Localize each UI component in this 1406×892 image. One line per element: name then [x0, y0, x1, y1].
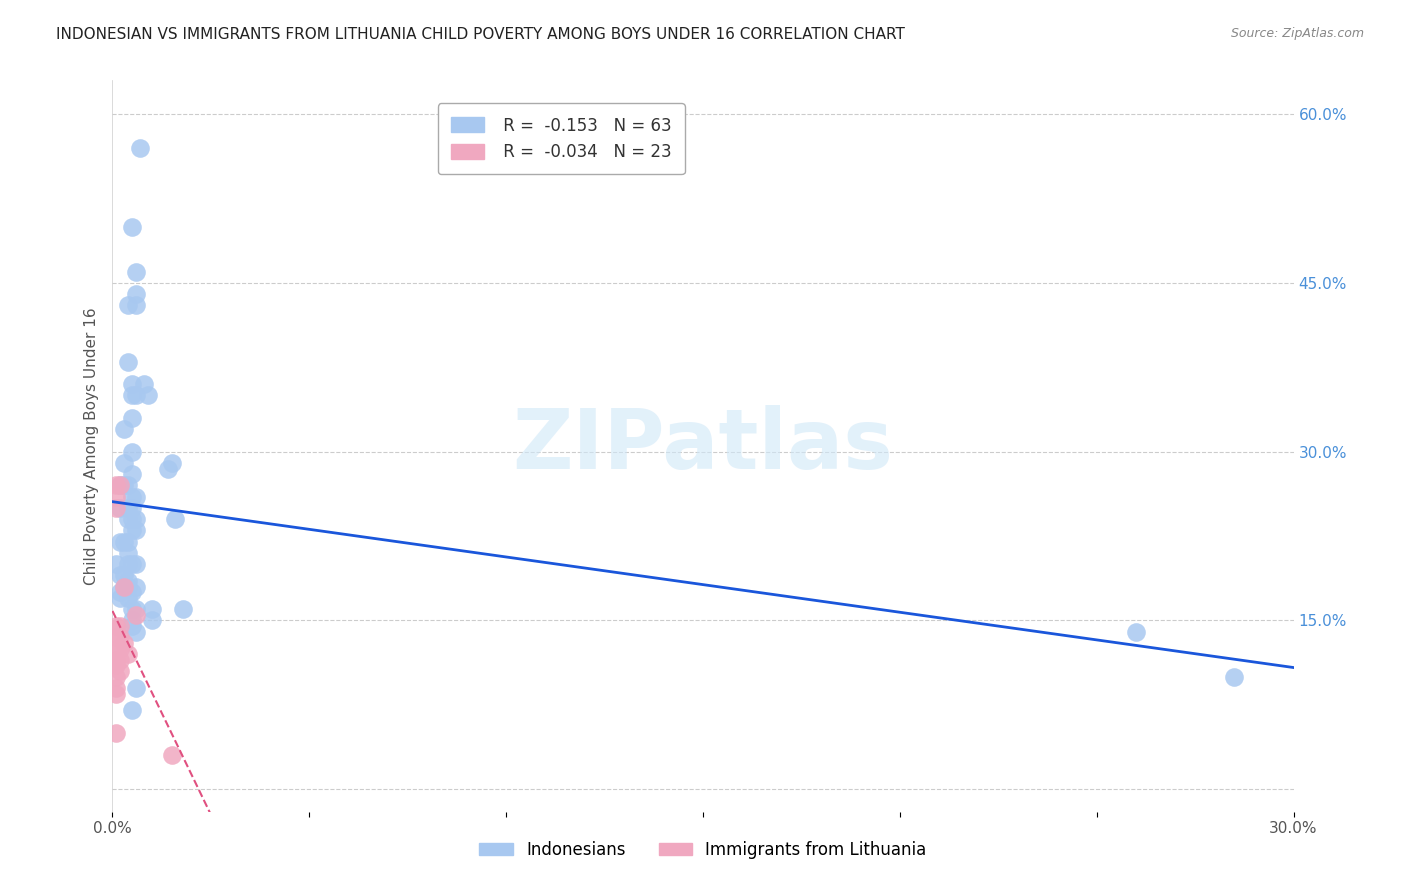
Point — [117, 298, 139, 312]
Point — [117, 557, 139, 571]
Point — [125, 580, 148, 594]
Point — [117, 478, 139, 492]
Point — [105, 653, 128, 667]
Point — [141, 614, 163, 628]
Point — [121, 219, 143, 234]
Point — [112, 636, 135, 650]
Point — [125, 624, 148, 639]
Point — [105, 500, 128, 515]
Point — [165, 512, 187, 526]
Point — [121, 602, 143, 616]
Point — [125, 490, 148, 504]
Point — [121, 619, 143, 633]
Point — [121, 524, 143, 538]
Point — [132, 377, 155, 392]
Point — [117, 591, 139, 605]
Point — [125, 607, 148, 622]
Point — [117, 574, 139, 588]
Point — [125, 298, 148, 312]
Point — [105, 726, 128, 740]
Point — [125, 602, 148, 616]
Point — [105, 619, 128, 633]
Point — [160, 456, 183, 470]
Point — [110, 630, 132, 644]
Point — [121, 585, 143, 599]
Point — [121, 614, 143, 628]
Point — [117, 580, 139, 594]
Point — [105, 658, 128, 673]
Point — [112, 456, 135, 470]
Point — [117, 500, 139, 515]
Point — [105, 687, 128, 701]
Point — [112, 478, 135, 492]
Point — [110, 478, 132, 492]
Point — [105, 641, 128, 656]
Point — [117, 546, 139, 560]
Point — [1125, 624, 1147, 639]
Point — [121, 410, 143, 425]
Point — [105, 490, 128, 504]
Point — [121, 467, 143, 482]
Point — [105, 478, 128, 492]
Point — [121, 388, 143, 402]
Y-axis label: Child Poverty Among Boys Under 16: Child Poverty Among Boys Under 16 — [83, 307, 98, 585]
Point — [110, 641, 132, 656]
Text: INDONESIAN VS IMMIGRANTS FROM LITHUANIA CHILD POVERTY AMONG BOYS UNDER 16 CORREL: INDONESIAN VS IMMIGRANTS FROM LITHUANIA … — [56, 27, 905, 42]
Text: ZIPatlas: ZIPatlas — [513, 406, 893, 486]
Point — [136, 388, 159, 402]
Point — [125, 388, 148, 402]
Point — [156, 461, 179, 475]
Point — [141, 602, 163, 616]
Point — [105, 630, 128, 644]
Point — [112, 580, 135, 594]
Point — [129, 141, 152, 155]
Point — [110, 653, 132, 667]
Point — [125, 681, 148, 695]
Point — [121, 490, 143, 504]
Point — [110, 534, 132, 549]
Point — [125, 524, 148, 538]
Point — [117, 354, 139, 368]
Point — [160, 748, 183, 763]
Point — [117, 534, 139, 549]
Point — [112, 422, 135, 436]
Point — [121, 377, 143, 392]
Point — [110, 500, 132, 515]
Point — [105, 670, 128, 684]
Point — [117, 647, 139, 661]
Point — [121, 512, 143, 526]
Point — [121, 703, 143, 717]
Point — [110, 619, 132, 633]
Legend: Indonesians, Immigrants from Lithuania: Indonesians, Immigrants from Lithuania — [472, 835, 934, 866]
Point — [110, 585, 132, 599]
Point — [125, 264, 148, 278]
Point — [112, 580, 135, 594]
Point — [110, 591, 132, 605]
Point — [125, 287, 148, 301]
Legend:  R =  -0.153   N = 63,  R =  -0.034   N = 23: R = -0.153 N = 63, R = -0.034 N = 23 — [437, 103, 685, 174]
Point — [121, 444, 143, 458]
Point — [110, 664, 132, 678]
Point — [112, 534, 135, 549]
Point — [117, 512, 139, 526]
Point — [121, 500, 143, 515]
Point — [125, 512, 148, 526]
Text: Source: ZipAtlas.com: Source: ZipAtlas.com — [1230, 27, 1364, 40]
Point — [110, 568, 132, 582]
Point — [105, 557, 128, 571]
Point — [172, 602, 194, 616]
Point — [110, 478, 132, 492]
Point — [121, 557, 143, 571]
Point — [1223, 670, 1246, 684]
Point — [105, 681, 128, 695]
Point — [112, 568, 135, 582]
Point — [125, 557, 148, 571]
